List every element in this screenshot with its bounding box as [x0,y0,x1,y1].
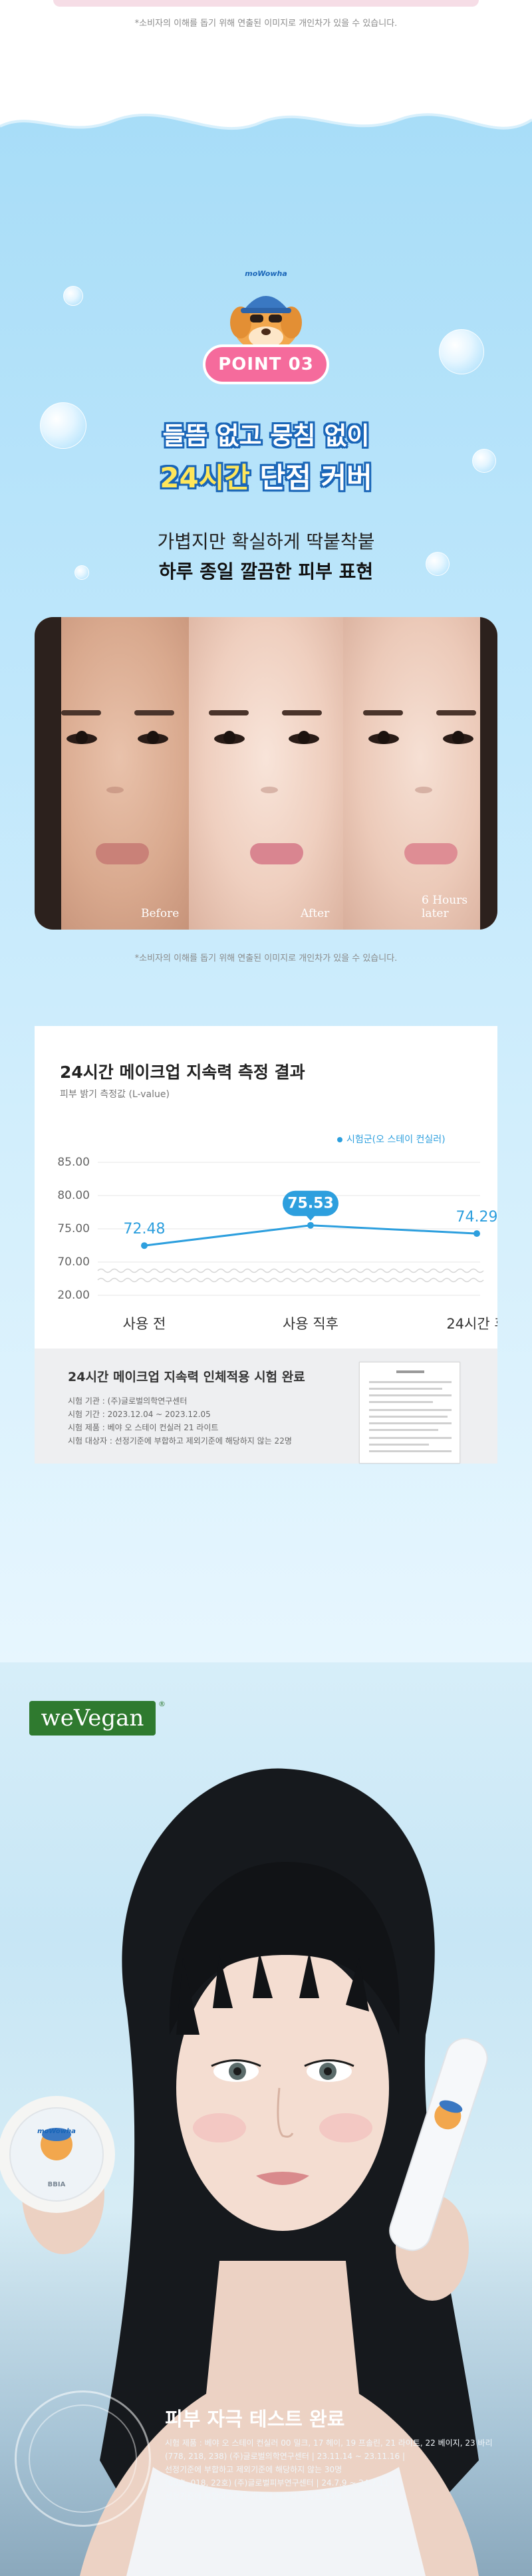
data-label-badge [283,1190,338,1216]
bubble-decoration [40,402,86,449]
subcopy-line-2: 하루 종일 깔끔한 피부 표현 [158,561,374,582]
photo-disclaimer: *소비자의 이해를 돕기 위해 연출된 이미지로 개인차가 있을 수 있습니다. [134,954,398,964]
headline-highlight: 24시간 [160,461,250,494]
data-point [141,1242,148,1249]
wave-divider [0,73,532,130]
bubble-decoration [63,286,83,306]
info-line: 시험 대상자 : 선정기준에 부합하고 제외기준에 해당하지 않는 22명 [68,1436,292,1446]
bubble-decoration [439,329,484,374]
legend-dot-icon [337,1137,342,1142]
previous-section-edge [53,0,479,7]
legend-label: 시험군(오 스테이 컨실러) [346,1134,446,1145]
before-after-photos: Before After 6 Hours later [35,617,497,930]
wevegan-logo: weVegan [29,1701,156,1736]
bubble-decoration [74,565,89,580]
headline-line-2: 24시간 단점 커버 [0,455,532,496]
test-info-panel: 24시간 메이크업 지속력 인체적용 시험 완료 시험 기관 : (주)글로벌의… [35,1349,497,1464]
y-tick-label: 75.00 [57,1222,90,1235]
top-disclaimer: *소비자의 이해를 돕기 위해 연출된 이미지로 개인차가 있을 수 있습니다. [134,19,398,29]
photo-after: After [189,617,343,930]
compact-brand: BBIA [47,2181,66,2188]
x-category-label: 24시간 후 [446,1316,497,1332]
chart-legend: 시험군(오 스테이 컨실러) [337,1132,446,1146]
x-category-label: 사용 직후 [283,1316,338,1332]
registered-mark: ® [158,1700,166,1708]
bubble-decoration [472,449,496,473]
data-point [307,1222,314,1229]
data-point [473,1230,480,1237]
headline-rest: 단점 커버 [249,461,372,494]
irritation-test-line: (778, 218, 238) (주)글로벌의학연구센터 | 23.11.14 … [165,2452,406,2461]
axis-break-wave [97,1268,484,1273]
before-label: Before [141,907,180,920]
after-label: After [301,907,330,920]
data-label: 75.53 [287,1196,334,1212]
irritation-test-line: 선정기준에 부합하고 제외기준에 해당하지 않는 33명 [165,2492,342,2501]
info-line: 시험 기관 : (주)글로벌의학연구센터 [68,1396,188,1406]
subcopy-line-1: 가볍지만 확실하게 딱붙착붙 [157,531,375,553]
irritation-test-line: (00호, 018, 22호) (주)글로벌피부연구센터 | 24.7.9 ~ … [165,2478,394,2488]
mascot-icon [230,296,302,352]
irritation-test-title: 피부 자극 테스트 완료 [165,2408,345,2430]
model-illustration [0,1768,488,2576]
y-tick-label: 20.00 [57,1289,90,1302]
photo-6-hours-later: 6 Hours later [343,617,497,930]
compact-wordmark: moWowha [37,2128,76,2135]
wevegan-model-section: weVegan ® [0,1662,532,2576]
y-tick-label: 70.00 [57,1255,90,1269]
x-category-label: 사용 전 [123,1316,166,1332]
chart-ylabel: 피부 밝기 측정값 (L-value) [60,1089,170,1100]
data-label-pointer [306,1215,315,1221]
mascot-wordmark: moWowha [245,269,287,278]
irritation-test-line: 선정기준에 부합하고 제외기준에 해당하지 않는 30명 [165,2465,342,2474]
point-badge: POINT 03 [203,344,329,384]
info-title: 24시간 메이크업 지속력 인체적용 시험 완료 [68,1370,305,1384]
photo-before: Before [35,617,189,930]
irritation-test-line: 시험 제품 : 베야 오 스테이 컨실러 00 밀크, 17 헤이, 19 프솔… [165,2438,493,2448]
headline-line-1: 들뜸 없고 뭉침 없이 [162,422,370,450]
data-label: 74.29 [456,1209,497,1225]
bubble-decoration [426,552,450,576]
y-tick-label: 85.00 [57,1156,90,1169]
info-line: 시험 제품 : 베야 오 스테이 컨실러 21 라이트 [68,1423,219,1432]
y-tick-label: 80.00 [57,1189,90,1202]
certification-seal-icon [15,2390,151,2527]
test-report-thumbnail [359,1362,460,1464]
line-chart: 85.00 80.00 75.00 70.00 20.00 72.48 75.53 74.29… [57,1156,497,1332]
chart-title: 24시간 메이크업 지속력 측정 결과 [60,1063,305,1082]
six-hours-later-label: 6 Hours later [422,894,468,920]
chart-card: 24시간 메이크업 지속력 측정 결과 피부 밝기 측정값 (L-value) … [35,1026,497,1464]
axis-break-wave [97,1277,484,1283]
info-line: 시험 기간 : 2023.12.04 ~ 2023.12.05 [68,1410,211,1419]
data-label: 72.48 [124,1221,166,1237]
